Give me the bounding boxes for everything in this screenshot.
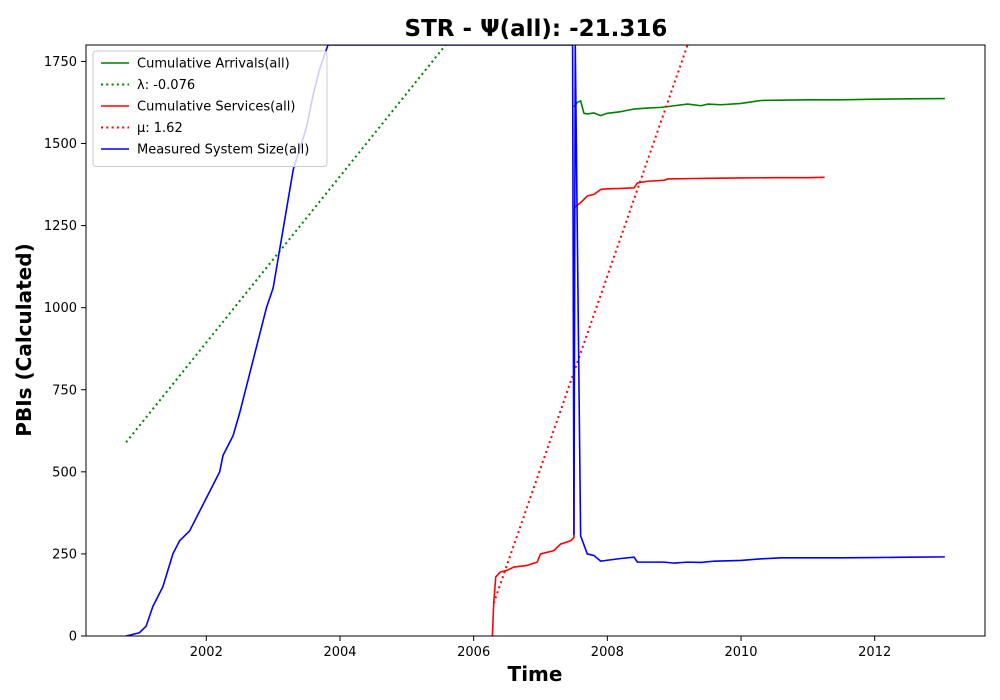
legend-box (92, 50, 328, 167)
y-tick-label: 1500 (44, 137, 77, 152)
legend-label-2: Cumulative Services(all) (137, 100, 295, 115)
y-tick-label: 750 (52, 383, 77, 398)
x-tick-label: 2004 (323, 645, 356, 660)
y-tick-label: 250 (52, 547, 77, 562)
plot-frame (85, 44, 986, 637)
series-line-2 (491, 176, 825, 636)
legend-label-1: λ: -0.076 (137, 78, 195, 93)
y-tick-label: 500 (52, 465, 77, 480)
x-tick-label: 2012 (858, 645, 891, 660)
x-tick-label: 2006 (457, 645, 490, 660)
x-tick-label: 2008 (591, 645, 624, 660)
x-axis: 2002 2004 2006 2008 2010 2012 (190, 636, 891, 660)
y-axis-label: PBIs (Calculated) (12, 243, 36, 436)
series-line-1 (125, 45, 447, 443)
x-tick-label: 2002 (190, 645, 223, 660)
series-line-3 (492, 45, 689, 604)
y-tick-label: 1250 (44, 219, 77, 234)
y-tick-label: 1000 (44, 301, 77, 316)
y-tick-label: 0 (69, 630, 77, 645)
legend-label-3: μ: 1.62 (137, 121, 183, 136)
x-tick-label: 2010 (724, 645, 757, 660)
y-tick-label: 1750 (44, 55, 77, 70)
legend-label-4: Measured System Size(all) (137, 143, 309, 158)
chart-title: STR - Ψ(all): -21.316 (405, 16, 668, 42)
y-axis: 0 250 500 750 1000 1250 1500 1750 (44, 55, 86, 645)
series-line-0 (573, 97, 945, 117)
legend-label-0: Cumulative Arrivals(all) (137, 57, 290, 72)
x-axis-label: Time (508, 662, 563, 686)
legend: Cumulative Arrivals(all) λ: -0.076 Cumulat… (92, 50, 328, 167)
